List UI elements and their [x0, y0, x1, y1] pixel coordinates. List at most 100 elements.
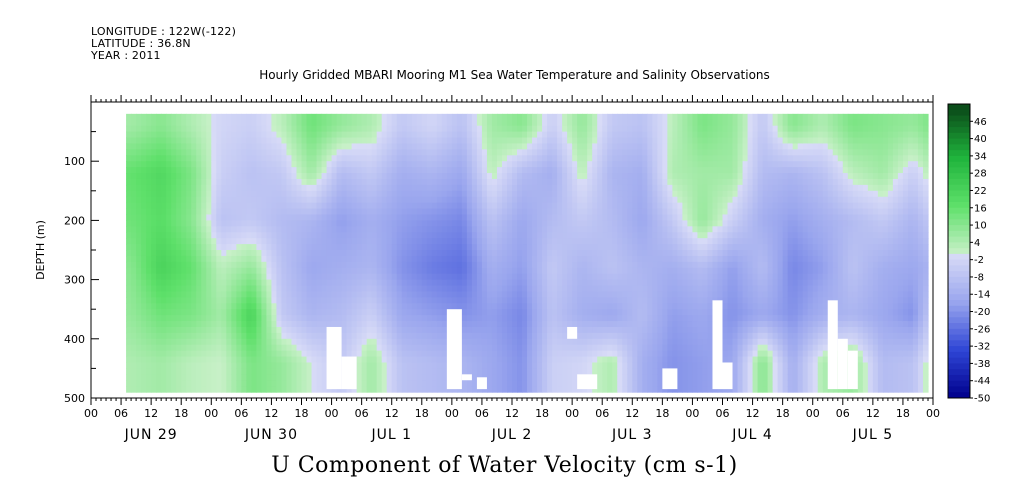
heatmap-cell: [486, 178, 493, 186]
heatmap-cell: [316, 143, 323, 150]
heatmap-cell: [181, 196, 187, 204]
heatmap-cell: [396, 184, 403, 192]
heatmap-cell: [171, 297, 177, 304]
heatmap-cell: [251, 380, 257, 387]
heatmap-cell: [436, 161, 443, 168]
heatmap-cell: [326, 208, 333, 216]
heatmap-cell: [126, 321, 132, 328]
heatmap-cell: [622, 332, 628, 340]
heatmap-cell: [446, 137, 453, 145]
heatmap-cell: [461, 315, 468, 322]
heatmap-cell: [136, 125, 142, 133]
heatmap-cell: [572, 386, 578, 393]
heatmap-cell: [411, 344, 418, 352]
heatmap-cell: [582, 338, 588, 346]
heatmap-cell: [587, 315, 593, 322]
heatmap-cell: [406, 267, 413, 275]
heatmap-cell: [436, 261, 443, 269]
heatmap-cell: [286, 190, 293, 198]
heatmap-cell: [356, 155, 363, 162]
heatmap-cell: [466, 167, 473, 174]
heatmap-cell: [291, 273, 298, 281]
heatmap-cell: [476, 155, 483, 162]
heatmap-cell: [251, 131, 257, 139]
heatmap-cell: [156, 178, 162, 186]
heatmap-cell: [311, 267, 318, 275]
heatmap-cell: [231, 344, 237, 352]
heatmap-cell: [156, 173, 162, 180]
heatmap-cell: [256, 261, 262, 269]
heatmap-cell: [191, 368, 197, 375]
heatmap-cell: [486, 350, 493, 358]
heatmap-cell: [476, 250, 483, 257]
heatmap-cell: [216, 202, 222, 210]
heatmap-cell: [371, 315, 378, 322]
heatmap-cell: [186, 309, 192, 316]
heatmap-cell: [261, 244, 268, 251]
heatmap-cell: [446, 255, 453, 263]
heatmap-cell: [426, 297, 433, 304]
heatmap-cell: [176, 321, 182, 328]
heatmap-cell: [627, 143, 633, 150]
heatmap-cell: [637, 291, 643, 298]
heatmap-cell: [251, 202, 257, 210]
heatmap-cell: [401, 368, 408, 375]
heatmap-cell: [406, 178, 413, 186]
heatmap-cell: [476, 149, 483, 156]
heatmap-cell: [522, 350, 528, 358]
heatmap-cell: [266, 232, 273, 239]
heatmap-cell: [356, 374, 363, 381]
heatmap-cell: [517, 196, 523, 204]
heatmap-cell: [366, 173, 373, 180]
heatmap-cell: [146, 279, 152, 287]
heatmap-cell: [476, 350, 483, 358]
heatmap-cell: [466, 190, 473, 198]
heatmap-cell: [476, 232, 483, 239]
heatmap-cell: [421, 297, 428, 304]
heatmap-cell: [471, 267, 478, 275]
heatmap-cell: [647, 273, 653, 281]
heatmap-cell: [131, 161, 137, 168]
heatmap-cell: [471, 161, 478, 168]
heatmap-cell: [246, 149, 252, 156]
heatmap-cell: [612, 232, 618, 239]
heatmap-cell: [306, 232, 313, 239]
heatmap-cell: [196, 255, 202, 263]
heatmap-cell: [171, 309, 177, 316]
heatmap-cell: [411, 202, 418, 210]
heatmap-cell: [276, 196, 283, 204]
heatmap-cell: [271, 279, 278, 287]
heatmap-cell: [241, 261, 247, 269]
heatmap-cell: [336, 119, 343, 127]
heatmap-cell: [602, 362, 608, 369]
heatmap-cell: [517, 332, 523, 340]
heatmap-cell: [446, 143, 453, 150]
heatmap-cell: [461, 332, 468, 340]
heatmap-cell: [421, 326, 428, 334]
heatmap-cell: [381, 143, 388, 150]
heatmap-cell: [151, 184, 157, 192]
heatmap-cell: [181, 321, 187, 328]
heatmap-cell: [156, 113, 162, 121]
heatmap-cell: [231, 250, 237, 257]
heatmap-cell: [406, 309, 413, 316]
heatmap-cell: [161, 332, 167, 340]
heatmap-cell: [426, 326, 433, 334]
heatmap-cell: [276, 155, 283, 162]
heatmap-cell: [622, 167, 628, 174]
heatmap-cell: [291, 279, 298, 287]
heatmap-cell: [396, 238, 403, 245]
heatmap-cell: [401, 238, 408, 245]
heatmap-cell: [296, 137, 303, 145]
heatmap-cell: [201, 338, 207, 346]
heatmap-cell: [416, 273, 423, 281]
heatmap-cell: [286, 161, 293, 168]
heatmap-cell: [191, 279, 197, 287]
heatmap-cell: [607, 238, 613, 245]
heatmap-cell: [276, 386, 283, 393]
heatmap-cell: [612, 184, 618, 192]
heatmap-cell: [512, 143, 518, 150]
heatmap-cell: [316, 238, 323, 245]
heatmap-cell: [301, 297, 308, 304]
heatmap-cell: [582, 332, 588, 340]
